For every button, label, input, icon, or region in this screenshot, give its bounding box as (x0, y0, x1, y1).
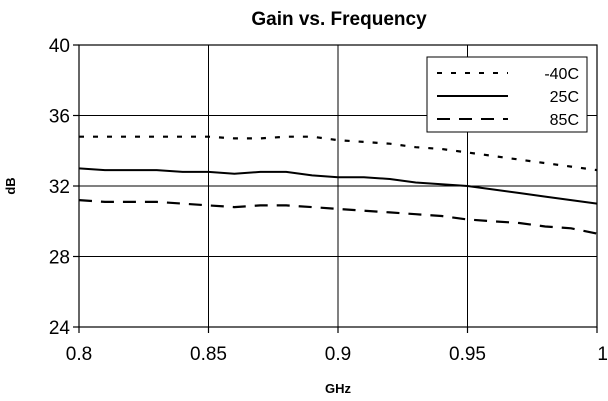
y-tick-label: 28 (49, 248, 70, 269)
y-tick-label: 32 (49, 177, 70, 198)
x-tick-label: 0.95 (449, 344, 486, 365)
y-tick-label: 40 (49, 36, 70, 57)
x-tick-label: 0.8 (66, 344, 92, 365)
legend-label: -40C (544, 66, 579, 83)
chart-title: Gain vs. Frequency (251, 9, 427, 30)
x-axis-label: GHz (325, 381, 352, 396)
tick-labels: 24 28 32 36 40 0.8 0.85 0.9 0.95 1 (49, 36, 608, 365)
x-tick-label: 0.9 (325, 344, 351, 365)
legend-label: 85C (550, 112, 579, 129)
x-tick-label: 1 (597, 344, 608, 365)
y-tick-label: 36 (49, 107, 70, 128)
x-tick-label: 0.85 (190, 344, 227, 365)
series-line-1 (79, 135, 598, 172)
legend: -40C 25C 85C (426, 56, 588, 133)
legend-label: 25C (550, 89, 579, 106)
y-tick-label: 24 (49, 318, 71, 339)
series-line-2 (78, 167, 598, 205)
series-layer (78, 135, 598, 235)
y-axis-label: dB (3, 177, 18, 194)
